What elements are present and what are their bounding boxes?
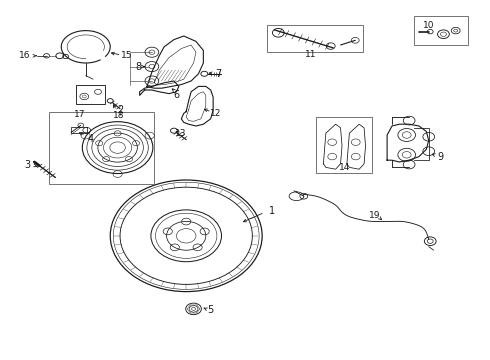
Text: 16: 16 (19, 51, 30, 60)
Text: 12: 12 (210, 109, 221, 117)
Text: 2: 2 (117, 105, 123, 115)
Text: 18: 18 (113, 111, 124, 120)
Text: 4: 4 (88, 134, 94, 144)
Text: 8: 8 (135, 62, 141, 72)
Text: 11: 11 (305, 50, 317, 59)
Text: 10: 10 (423, 21, 435, 30)
Text: 15: 15 (121, 51, 132, 60)
Text: 6: 6 (173, 90, 179, 100)
Bar (267, 25, 363, 52)
Text: 9: 9 (437, 152, 443, 162)
Text: 17: 17 (74, 110, 86, 119)
Bar (316, 117, 372, 173)
Text: 3: 3 (24, 159, 30, 170)
Text: 14: 14 (339, 163, 350, 172)
Bar (49, 112, 154, 184)
Circle shape (201, 71, 208, 76)
Text: 1: 1 (269, 206, 275, 216)
Text: 7: 7 (215, 69, 221, 79)
Bar (414, 16, 468, 45)
Text: 5: 5 (208, 305, 214, 315)
Bar (76, 85, 105, 104)
Text: 13: 13 (174, 129, 186, 138)
Circle shape (171, 128, 177, 133)
Circle shape (107, 99, 113, 103)
Bar (71, 127, 87, 133)
Text: 19: 19 (369, 211, 381, 220)
